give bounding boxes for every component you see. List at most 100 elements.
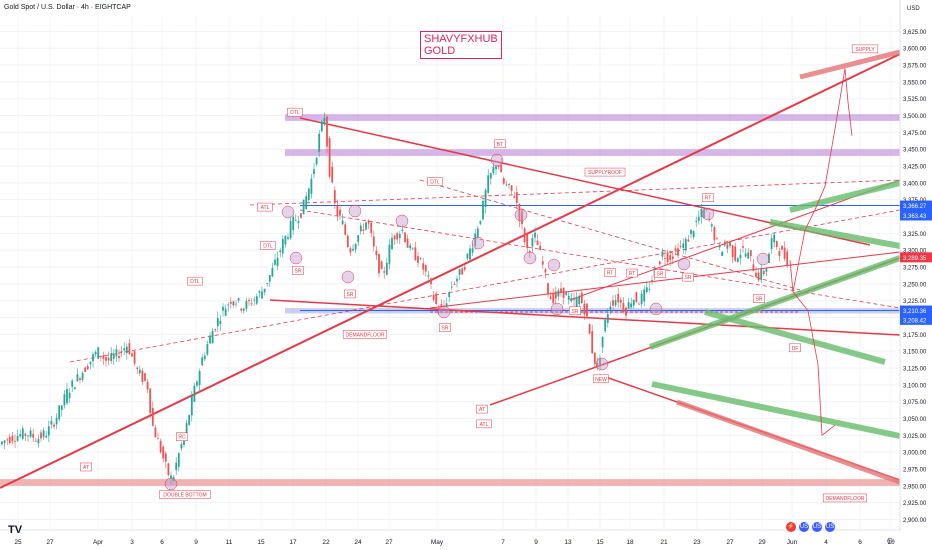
y-tick-label: 3,625.00 xyxy=(903,30,927,36)
x-tick-label: 11 xyxy=(226,539,233,546)
candle-body xyxy=(393,235,396,240)
annotation-box xyxy=(494,139,506,149)
y-tick-label: 3,425.00 xyxy=(903,165,927,171)
candle-body xyxy=(770,238,773,250)
green-zone xyxy=(648,255,902,350)
candle-body xyxy=(411,248,414,250)
y-tick-label: 3,100.00 xyxy=(903,383,927,389)
us-flag-icon[interactable]: US xyxy=(799,522,809,532)
candle-body xyxy=(736,258,739,262)
candle-body xyxy=(762,271,765,275)
candle-body xyxy=(359,225,362,232)
candle-body xyxy=(396,233,399,240)
candle-body xyxy=(40,432,42,439)
annotation-box xyxy=(439,323,451,332)
green-zone xyxy=(769,219,901,249)
candle-body xyxy=(149,388,152,414)
candle-body xyxy=(437,309,440,310)
candle-body xyxy=(372,236,375,247)
candle-body xyxy=(398,234,401,239)
x-tick-label: 6 xyxy=(858,539,862,546)
candle-body xyxy=(476,228,479,238)
candle-body xyxy=(591,331,594,354)
supply-roof-3445 xyxy=(285,149,900,156)
candle-body xyxy=(162,446,165,459)
candle-body xyxy=(107,357,110,361)
tradingview-logo[interactable]: TV xyxy=(8,524,23,536)
x-tick-label: 22 xyxy=(322,539,330,546)
candle-body xyxy=(435,293,438,304)
event-flags[interactable]: ⚡ US US US xyxy=(786,521,838,532)
highlight-circle xyxy=(437,305,451,319)
x-tick-label: May xyxy=(431,539,444,546)
x-tick-label: Apr xyxy=(93,539,104,546)
candle-body xyxy=(469,248,471,260)
x-tick-label: 24 xyxy=(354,539,362,546)
candle-body xyxy=(229,301,232,304)
candle-body xyxy=(336,204,339,217)
candle-body xyxy=(666,252,669,263)
highlight-circle xyxy=(471,236,485,250)
annotation-label: DOUBLE BOTTOM xyxy=(163,493,206,499)
candle-body xyxy=(422,263,425,270)
annotation-box xyxy=(187,276,203,286)
candle-body xyxy=(365,222,367,230)
candle-body xyxy=(487,175,490,193)
annotation-box xyxy=(80,462,92,472)
candle-body xyxy=(357,235,360,242)
candle-body xyxy=(567,295,570,300)
us-flag-icon[interactable]: US xyxy=(825,522,835,532)
highlight-circle xyxy=(395,214,409,228)
annotation-box xyxy=(476,404,488,414)
candle-body xyxy=(518,203,521,221)
candle-body xyxy=(279,250,282,252)
candle-body xyxy=(534,232,536,238)
x-tick-label: 25 xyxy=(14,539,22,546)
candle-body xyxy=(453,283,456,285)
price-axis: 3,625.00 3,600.00 3,575.00 3,550.00 3,525.00… xyxy=(899,0,932,550)
flash-flag-icon[interactable]: ⚡ xyxy=(786,522,796,532)
candle-body xyxy=(45,435,48,438)
candle-body xyxy=(658,261,661,265)
candle-body xyxy=(81,372,84,380)
annotation-label: SR xyxy=(347,292,354,298)
x-tick-label: 15 xyxy=(257,539,265,546)
currency-label: USD xyxy=(907,6,920,12)
annotation-box xyxy=(342,330,388,339)
trend-line xyxy=(419,179,801,291)
y-tick-label: 3,050.00 xyxy=(903,417,927,423)
y-tick-label: 3,125.00 xyxy=(903,367,927,373)
price-tag-label: 3,208.42 xyxy=(903,318,927,324)
gear-icon[interactable]: ⚙ xyxy=(886,536,895,546)
candle-body xyxy=(84,367,87,373)
candle-body xyxy=(458,268,461,275)
candle-body xyxy=(367,220,370,224)
candle-body xyxy=(731,245,734,258)
price-tag-label: 3,366.27 xyxy=(903,204,927,210)
candle-body xyxy=(671,256,674,259)
candle-body xyxy=(89,361,92,365)
highlight-circle xyxy=(550,302,564,316)
candle-body xyxy=(315,157,318,165)
candle-body xyxy=(157,438,159,440)
candle-body xyxy=(713,227,716,241)
annotation-label: BT xyxy=(497,142,503,148)
candle-body xyxy=(640,293,643,305)
y-tick-label: 3,275.00 xyxy=(903,266,927,272)
candle-body xyxy=(562,287,565,298)
grid xyxy=(0,16,900,530)
us-flag-icon[interactable]: US xyxy=(812,522,822,532)
price-tag-label: 3,363.43 xyxy=(903,214,927,220)
highlight-circle xyxy=(348,204,362,218)
candle-body xyxy=(242,308,245,311)
candle-body xyxy=(6,439,9,441)
candle-body xyxy=(344,224,347,235)
x-tick-label: 27 xyxy=(726,539,734,546)
annotation-label: DEMANDFLOOR xyxy=(826,496,865,502)
candle-body xyxy=(674,248,677,251)
green-zone xyxy=(789,180,901,213)
annotation-label: DTL xyxy=(290,110,300,116)
x-tick-label: 3 xyxy=(130,539,134,546)
candle-body xyxy=(216,318,219,327)
